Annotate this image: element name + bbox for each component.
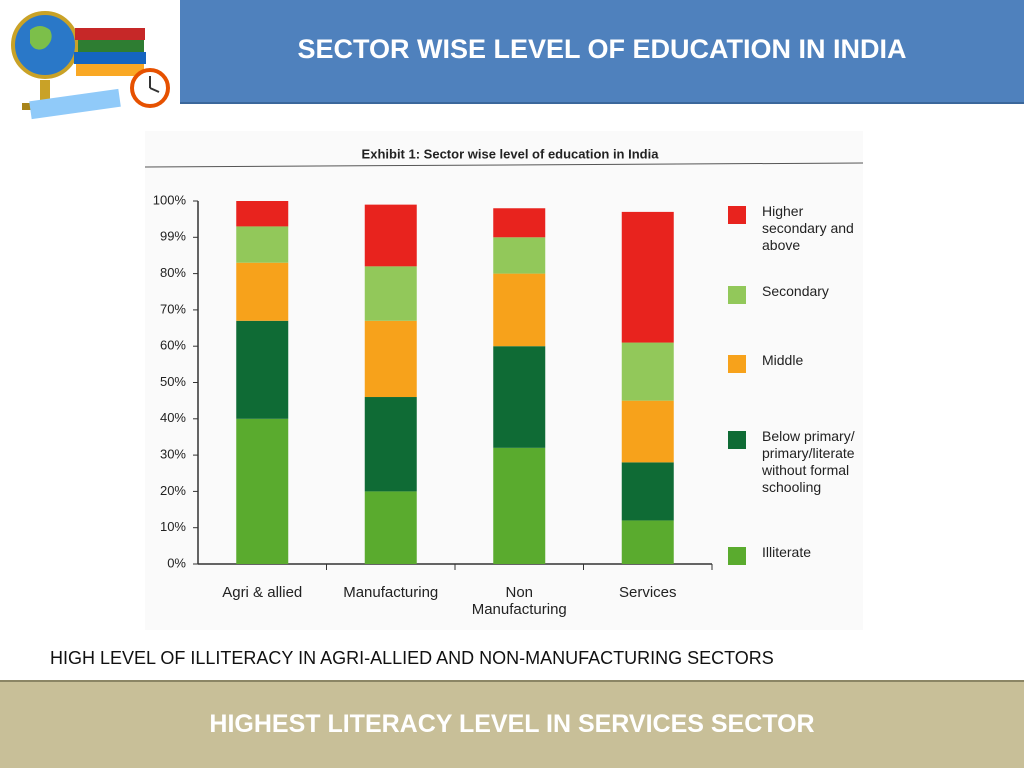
legend-label-box: Higher secondary and above <box>762 203 854 253</box>
y-tick-label: 0% <box>167 555 186 570</box>
x-tick-label-box: Manufacturing <box>343 584 439 601</box>
legend-swatch <box>728 206 746 224</box>
bar-segment <box>236 262 289 321</box>
legend-swatch <box>728 547 746 565</box>
y-tick-label: 30% <box>160 447 186 462</box>
legend-label-box: Below primary/ primary/literate without … <box>762 428 855 495</box>
bar-segment <box>236 201 289 227</box>
slide-title: SECTOR WISE LEVEL OF EDUCATION IN INDIA <box>297 34 907 64</box>
legend-label: Below primary/ primary/literate without … <box>762 428 855 495</box>
legend-label-box: Middle <box>762 352 804 368</box>
x-tick-label-box: Services <box>618 584 677 601</box>
bar-segment <box>621 342 674 401</box>
bar-segment <box>364 266 417 321</box>
footer-text: HIGHEST LITERACY LEVEL IN SERVICES SECTO… <box>209 710 815 738</box>
bar-segment <box>621 462 674 521</box>
chart: Exhibit 1: Sector wise level of educatio… <box>145 131 863 630</box>
y-tick-label: 99% <box>160 229 186 244</box>
chart-title: Exhibit 1: Sector wise level of educatio… <box>362 146 660 161</box>
x-tick-label-box: Non Manufacturing <box>471 584 567 618</box>
bar-segment <box>621 520 674 564</box>
bar-segment <box>493 237 546 274</box>
x-tick-label: Services <box>618 584 677 601</box>
bar-segment <box>236 226 289 263</box>
bar-segment <box>493 273 546 347</box>
footer-bar: HIGHEST LITERACY LEVEL IN SERVICES SECTO… <box>0 680 1024 768</box>
bar-segment <box>493 346 546 448</box>
y-tick-label: 20% <box>160 483 186 498</box>
y-tick-label: 50% <box>160 374 186 389</box>
title-rule <box>145 162 863 168</box>
x-tick-label: Manufacturing <box>343 584 439 601</box>
y-tick-label: 40% <box>160 410 186 425</box>
y-tick-label: 10% <box>160 519 186 534</box>
legend-swatch <box>728 286 746 304</box>
bar-segment <box>236 320 289 419</box>
caption: HIGH LEVEL OF ILLITERACY IN AGRI-ALLIED … <box>50 648 774 668</box>
legend-label-box: Secondary <box>762 283 829 299</box>
x-tick-label: Non Manufacturing <box>471 584 567 618</box>
x-tick-label-box: Agri & allied <box>222 584 303 601</box>
legend-swatch <box>728 431 746 449</box>
bar-segment <box>493 208 546 238</box>
bar-segment <box>364 397 417 492</box>
legend-label: Middle <box>762 352 804 368</box>
legend-label: Secondary <box>762 283 829 299</box>
y-tick-label: 70% <box>160 301 186 316</box>
x-tick-label: Agri & allied <box>222 584 303 601</box>
bar-segment <box>364 204 417 267</box>
header-bar: SECTOR WISE LEVEL OF EDUCATION IN INDIA <box>180 0 1024 104</box>
bar-segment <box>364 320 417 398</box>
slide-icon <box>11 11 170 120</box>
y-tick-label: 60% <box>160 338 186 353</box>
y-tick-label: 100% <box>153 192 187 207</box>
bar-segment <box>621 400 674 463</box>
bar-segment <box>364 491 417 564</box>
legend-label: Higher secondary and above <box>762 203 854 253</box>
y-tick-label: 80% <box>160 265 186 280</box>
bar-segment <box>493 447 546 564</box>
legend-swatch <box>728 355 746 373</box>
legend-label-box: Illiterate <box>762 544 812 560</box>
bar-segment <box>236 418 289 564</box>
legend-label: Illiterate <box>762 544 812 560</box>
bar-segment <box>621 211 674 343</box>
